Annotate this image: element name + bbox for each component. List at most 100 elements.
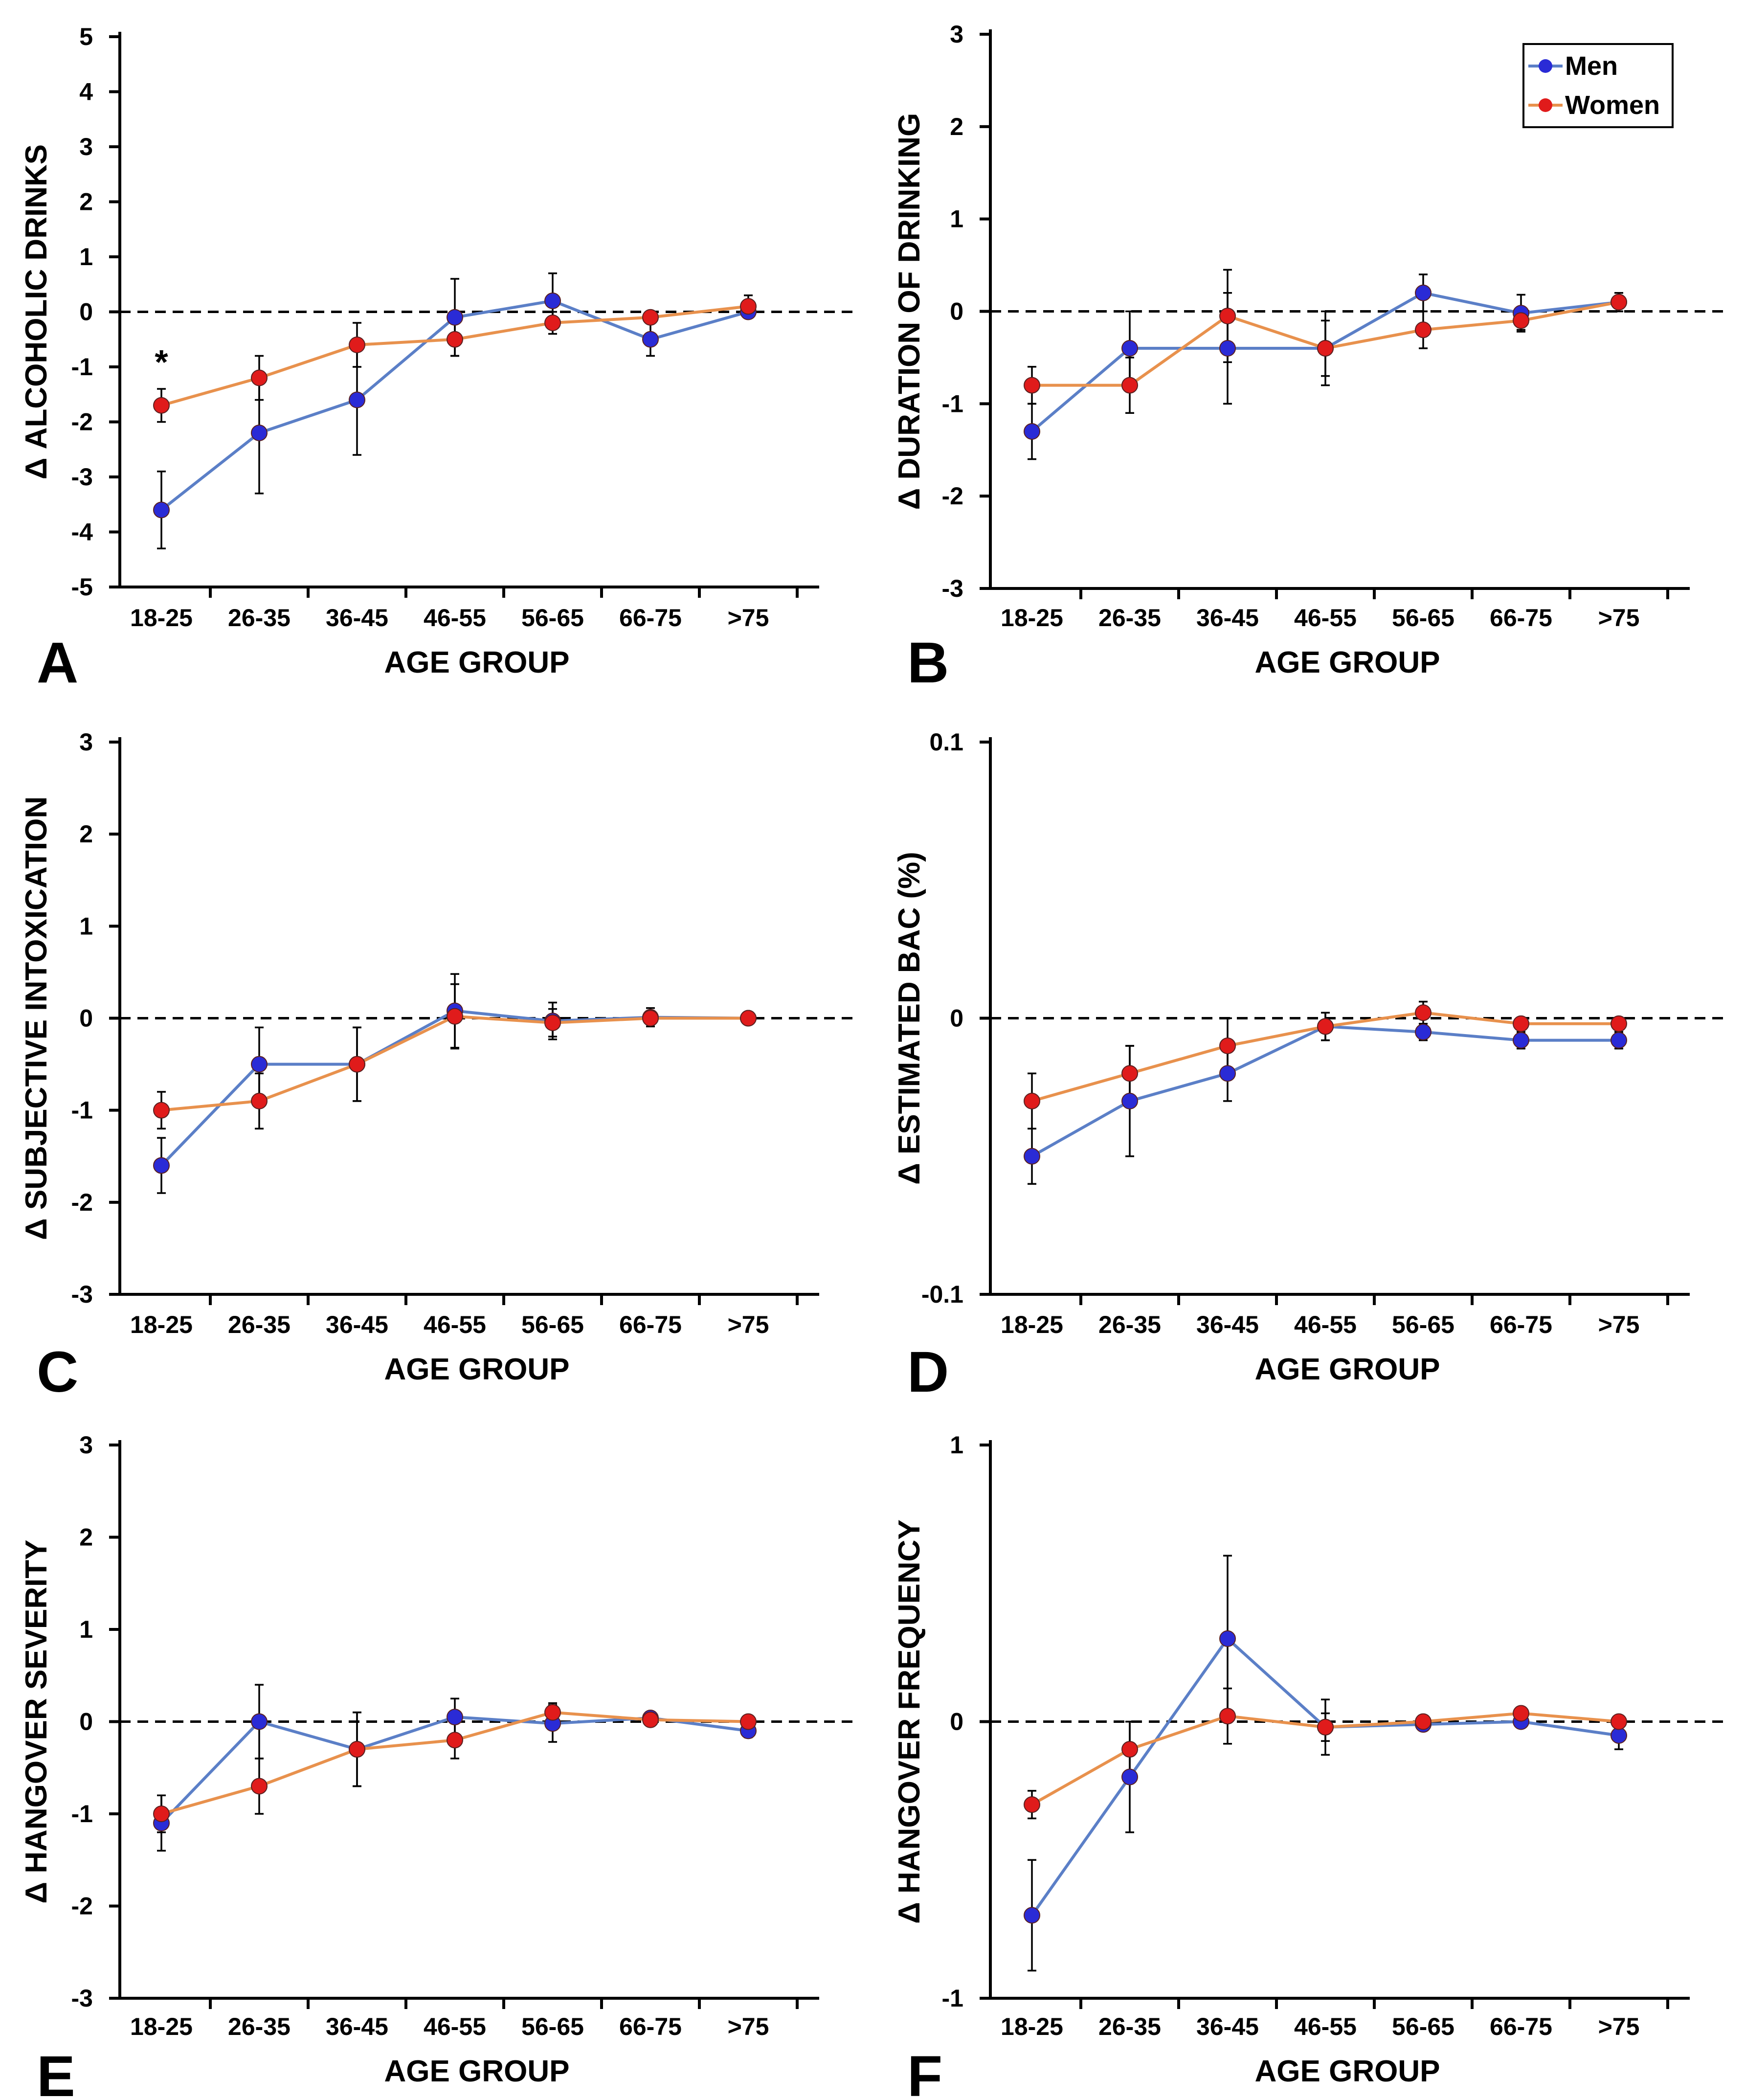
data-point-women: [544, 315, 561, 331]
y-tick-label: 2: [79, 820, 93, 848]
panel-letter: F: [907, 2044, 942, 2100]
data-point-women: [544, 1704, 561, 1721]
legend-label-men: Men: [1565, 51, 1618, 81]
data-point-women: [349, 337, 365, 353]
data-point-men: [251, 1713, 268, 1730]
data-point-women: [251, 1092, 268, 1109]
y-tick-label: -3: [71, 463, 93, 491]
data-point-women: [1121, 377, 1138, 394]
x-tick-label: 26-35: [228, 604, 291, 632]
legend-marker-men: [1539, 59, 1552, 73]
data-point-men: [251, 425, 268, 441]
x-tick-label: 46-55: [1294, 2013, 1357, 2040]
y-axis-title: Δ ESTIMATED BAC (%): [893, 852, 926, 1185]
y-tick-label: 1: [950, 205, 963, 233]
data-point-men: [1121, 1092, 1138, 1109]
x-tick-label: 36-45: [1196, 1311, 1259, 1338]
legend-box: [1522, 43, 1674, 128]
panel-letter: D: [907, 1340, 949, 1404]
x-tick-label: 18-25: [1001, 1311, 1063, 1338]
data-point-women: [1415, 321, 1432, 339]
data-point-women: [544, 1014, 561, 1031]
series-line-men: [1030, 1636, 1619, 1917]
y-axis-title: Δ SUBJECTIVE INTOXICATION: [20, 796, 53, 1240]
chart-panel-d: 0.1 0 -0.1 18-25 26-35 36-45 46-55 56-65 66-75 >7…: [893, 728, 1729, 1404]
y-tick-label: -1: [71, 1097, 93, 1124]
data-point-men: [1219, 1630, 1236, 1647]
y-tick-label: 0: [950, 1005, 963, 1032]
x-tick-label: 18-25: [1001, 2013, 1063, 2040]
data-point-women: [1219, 307, 1236, 324]
x-tick-label: 56-65: [521, 2013, 584, 2040]
data-point-women: [1415, 1713, 1432, 1730]
x-tick-label: 18-25: [130, 604, 193, 632]
y-axis-title: Δ DURATION OF DRINKING: [893, 113, 926, 510]
significance-asterisk: *: [155, 343, 168, 381]
data-point-men: [1024, 1148, 1040, 1165]
x-tick-label: 56-65: [521, 604, 584, 632]
data-point-men: [1611, 1032, 1627, 1049]
data-point-men: [153, 501, 170, 519]
x-tick-label: >75: [728, 604, 769, 632]
x-tick-label: 46-55: [424, 1311, 486, 1338]
legend-marker-women: [1539, 98, 1552, 112]
x-tick-label: 26-35: [1098, 604, 1161, 632]
x-tick-label: 18-25: [1001, 604, 1063, 632]
x-tick-label: 66-75: [619, 604, 682, 632]
chart-panel-f: 1 0 -1 18-25 26-35 36-45 46-55 56-65 66-75 >75 AGE…: [893, 1431, 1729, 2100]
x-tick-label: 36-45: [326, 604, 388, 632]
x-tick-label: 26-35: [1098, 2013, 1161, 2040]
x-axis-title: AGE GROUP: [384, 646, 570, 679]
data-point-women: [447, 1732, 463, 1749]
chart-panel-b: 3 2 1 0 -1 -2 -3 18-25 26-35 36-45 46-55 56-65 66-75…: [893, 21, 1729, 695]
data-point-women: [349, 1741, 365, 1758]
data-point-men: [642, 331, 659, 348]
x-tick-label: 66-75: [1490, 1311, 1552, 1338]
y-tick-label: 2: [79, 1524, 93, 1551]
data-point-women: [1024, 1796, 1040, 1813]
data-point-men: [1024, 1907, 1040, 1924]
data-point-women: [153, 1102, 170, 1119]
x-tick-label: 56-65: [1392, 1311, 1454, 1338]
x-tick-label: >75: [1598, 1311, 1640, 1338]
data-point-women: [740, 1713, 757, 1730]
y-tick-label: -3: [71, 1985, 93, 2012]
y-tick-label: 0: [79, 1005, 93, 1032]
x-tick-label: 36-45: [1196, 2013, 1259, 2040]
data-point-women: [1611, 1713, 1627, 1730]
data-point-women: [447, 331, 463, 348]
data-point-men: [1219, 1065, 1236, 1082]
data-point-women: [1611, 294, 1627, 311]
data-point-men: [1024, 423, 1040, 440]
y-tick-label: 1: [79, 912, 93, 940]
data-point-men: [1219, 340, 1236, 357]
data-point-women: [1611, 1015, 1627, 1032]
y-tick-label: -0.1: [921, 1281, 963, 1308]
data-point-women: [1024, 1092, 1040, 1109]
x-tick-label: 56-65: [1392, 604, 1454, 632]
y-tick-label: -2: [71, 408, 93, 436]
data-point-men: [447, 1709, 463, 1726]
data-point-men: [1415, 284, 1432, 301]
data-point-women: [642, 1010, 659, 1027]
data-point-women: [251, 369, 268, 386]
data-point-men: [1513, 1032, 1529, 1049]
x-axis-title: AGE GROUP: [384, 2055, 570, 2088]
x-tick-label: 26-35: [1098, 1311, 1161, 1338]
data-point-women: [153, 397, 170, 414]
x-tick-label: 46-55: [424, 604, 486, 632]
y-axis-title: Δ HANGOVER FREQUENCY: [893, 1519, 926, 1924]
x-tick-label: >75: [728, 1311, 769, 1338]
panel-letter: A: [37, 631, 78, 695]
data-point-women: [1024, 377, 1040, 394]
y-tick-label: -3: [942, 575, 963, 602]
x-tick-label: >75: [1598, 2013, 1640, 2040]
x-tick-label: 56-65: [521, 1311, 584, 1338]
y-tick-label: 3: [79, 728, 93, 756]
legend-label-women: Women: [1565, 90, 1660, 120]
data-point-men: [251, 1056, 268, 1073]
y-tick-label: 0: [79, 298, 93, 326]
x-tick-label: >75: [728, 2013, 769, 2040]
y-tick-label: -1: [71, 353, 93, 381]
x-tick-label: 36-45: [326, 2013, 388, 2040]
